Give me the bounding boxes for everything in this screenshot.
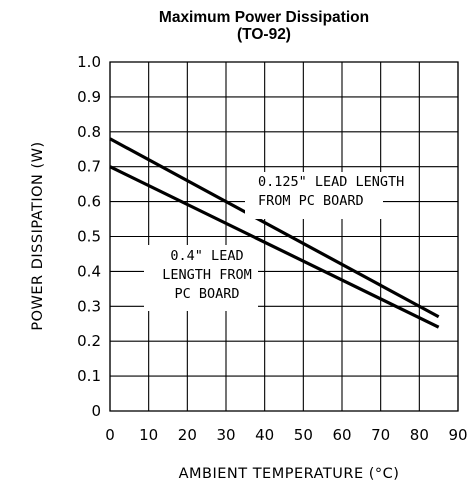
y-tick-label: 0.7 [77, 158, 101, 176]
annotation-text: 0.4" LEAD [170, 248, 243, 264]
y-tick-label: 0.5 [77, 228, 101, 246]
x-tick-label: 60 [332, 426, 351, 444]
y-tick-label: 0.1 [77, 367, 101, 385]
y-tick-label: 0 [91, 402, 101, 420]
series-lines [109, 137, 440, 329]
y-tick-label: 0.4 [77, 262, 101, 280]
chart-title: Maximum Power Dissipation (TO-92) [159, 9, 369, 43]
chart-title-line-2: (TO-92) [237, 26, 291, 43]
grid [109, 61, 459, 412]
y-tick-label: 1.0 [77, 53, 101, 71]
annotation-text: PC BOARD [174, 286, 239, 302]
y-tick-label: 0.9 [77, 88, 101, 106]
chart-title-line-1: Maximum Power Dissipation [159, 9, 369, 26]
x-tick-label: 0 [105, 426, 115, 444]
plot-frame [109, 61, 459, 412]
y-axis-label: POWER DISSIPATION (W) [30, 141, 46, 330]
annotation-text: LENGTH FROM [162, 267, 251, 283]
x-axis-label: AMBIENT TEMPERATURE (°C) [179, 466, 400, 482]
annotation-text: FROM PC BOARD [258, 193, 364, 209]
x-tick-label: 50 [294, 426, 313, 444]
series-line-2 [109, 165, 440, 329]
y-tick-label: 0.8 [77, 123, 101, 141]
tick-labels: 0 10 20 30 40 50 60 70 80 90 0 0.1 0.2 0.3 0.4 0.5 0.6 0.… [77, 53, 467, 444]
annotation-text: 0.125" LEAD LENGTH [258, 174, 404, 190]
x-tick-label: 90 [448, 426, 467, 444]
annotation-background [245, 172, 383, 219]
annotation-background [144, 245, 258, 311]
series-line-1 [109, 137, 440, 319]
x-tick-label: 20 [178, 426, 197, 444]
x-tick-label: 70 [371, 426, 390, 444]
x-tick-label: 30 [216, 426, 235, 444]
y-tick-label: 0.6 [77, 193, 101, 211]
x-tick-label: 80 [410, 426, 429, 444]
x-tick-label: 40 [255, 426, 274, 444]
annotations: 0.125" LEAD LENGTH FROM PC BOARD 0.4" LEAD… [144, 172, 404, 311]
x-tick-label: 10 [139, 426, 158, 444]
y-tick-label: 0.2 [77, 332, 101, 350]
y-tick-label: 0.3 [77, 297, 101, 315]
